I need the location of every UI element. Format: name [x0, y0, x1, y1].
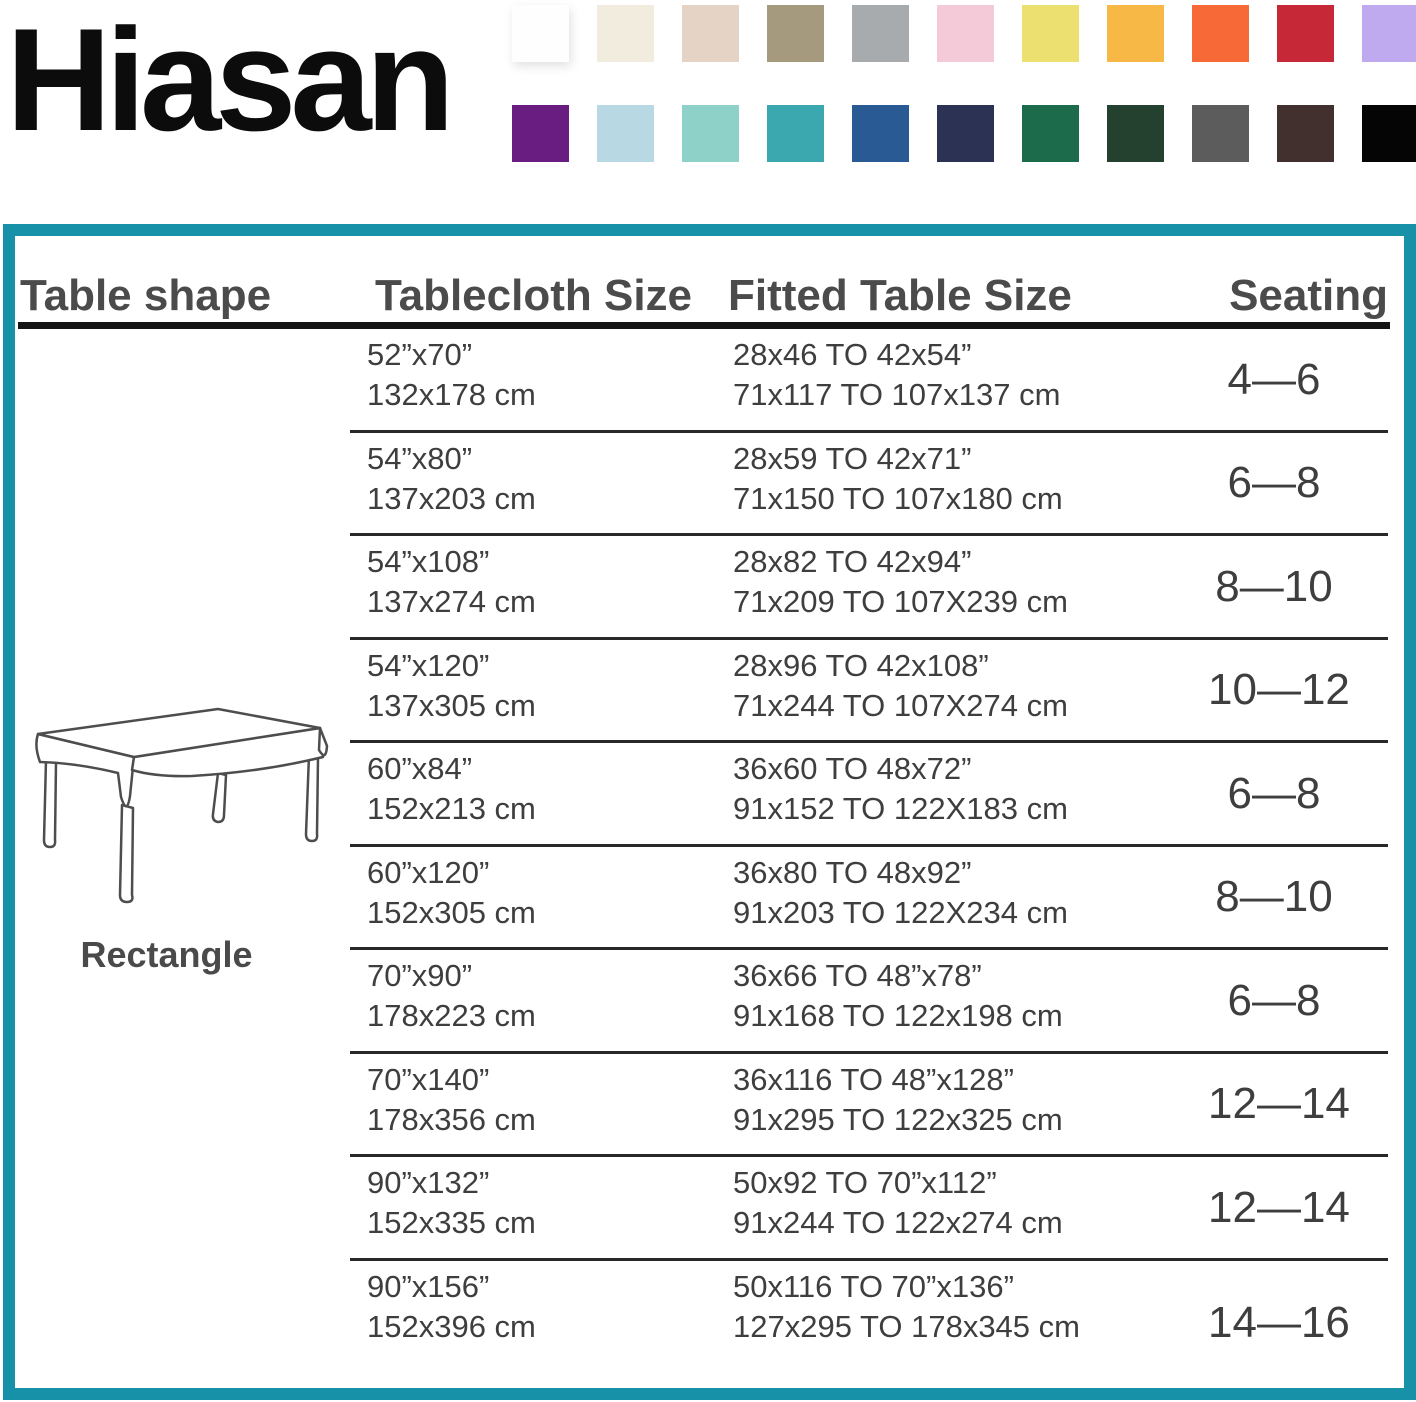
color-swatch-grey [852, 5, 909, 62]
seating-cell: 8—10 [1215, 872, 1333, 922]
fitted-table-size-cell: 50x92 TO 70”x112” 91x244 TO 122x274 cm [733, 1165, 1063, 1240]
color-swatch-light-blue [597, 105, 654, 162]
tablecloth-size-cell: 60”x120” 152x305 cm [367, 854, 536, 930]
color-swatch-purple [512, 105, 569, 162]
fitted-table-size-cell: 28x59 TO 42x71” 71x150 TO 107x180 cm [733, 440, 1063, 516]
color-swatch-dark-navy [937, 105, 994, 162]
color-swatch-teal [767, 105, 824, 162]
size-row: 54”x80” 137x203 cm 28x59 TO 42x71” 71x150 T… [15, 433, 1404, 537]
color-swatch-pink [937, 5, 994, 62]
fitted-table-size-cell: 28x46 TO 42x54” 71x117 TO 107x137 cm [733, 337, 1061, 412]
seating-cell: 8—10 [1215, 561, 1333, 611]
color-swatch-white [512, 5, 569, 62]
brand-logo: Hiasan [6, 0, 455, 161]
column-header-table-shape: Table shape [20, 271, 272, 320]
size-row: 54”x108” 137x274 cm 28x82 TO 42x94” 71x209 … [15, 536, 1404, 640]
color-swatch-navy-blue [852, 105, 909, 162]
color-swatch-brown [1277, 105, 1334, 162]
seating-cell: 6—8 [1227, 768, 1321, 818]
seating-cell: 10—12 [1208, 665, 1350, 715]
seating-cell: 14—16 [1208, 1298, 1350, 1348]
seating-cell: 6—8 [1227, 458, 1321, 508]
color-swatch-gold [1107, 5, 1164, 62]
color-swatch-dark-grey [1192, 105, 1249, 162]
tablecloth-size-cell: 70”x140” 178x356 cm [367, 1061, 536, 1137]
size-row: 90”x156” 152x396 cm 50x116 TO 70”x136” 127x… [15, 1261, 1404, 1389]
color-swatch-dark-green [1107, 105, 1164, 162]
size-row: 52”x70” 132x178 cm 28x46 TO 42x54” 71x117 T… [15, 329, 1404, 433]
rectangle-table-icon [22, 700, 332, 905]
fitted-table-size-cell: 36x80 TO 48x92” 91x203 TO 122X234 cm [733, 854, 1068, 930]
header-divider-line [18, 322, 1390, 329]
color-swatch-yellow [1022, 5, 1079, 62]
tablecloth-size-cell: 52”x70” 132x178 cm [367, 337, 536, 412]
size-row: 60”x120” 152x305 cm 36x80 TO 48x92” 91x203 … [15, 847, 1404, 951]
tablecloth-size-cell: 54”x80” 137x203 cm [367, 440, 536, 516]
size-row: 70”x140” 178x356 cm 36x116 TO 48”x128” 91x2… [15, 1054, 1404, 1158]
tablecloth-size-cell: 60”x84” 152x213 cm [367, 751, 536, 826]
seating-cell: 12—14 [1208, 1182, 1350, 1232]
size-row: 90”x132” 152x335 cm 50x92 TO 70”x112” 91x24… [15, 1157, 1404, 1261]
seating-cell: 6—8 [1227, 975, 1321, 1025]
fitted-table-size-cell: 36x116 TO 48”x128” 91x295 TO 122x325 cm [733, 1061, 1063, 1137]
color-swatch-row-1 [512, 5, 1416, 62]
seating-cell: 4—6 [1227, 354, 1321, 404]
size-row: 70”x90” 178x223 cm 36x66 TO 48”x78” 91x168 … [15, 950, 1404, 1054]
color-swatch-black [1362, 105, 1416, 162]
color-swatch-taupe [767, 5, 824, 62]
fitted-table-size-cell: 50x116 TO 70”x136” 127x295 TO 178x345 cm [733, 1268, 1080, 1344]
column-header-tablecloth-size: Tablecloth Size [375, 271, 693, 320]
size-row: 54”x120” 137x305 cm 28x96 TO 42x108” 71x244… [15, 640, 1404, 744]
color-swatch-aqua [682, 105, 739, 162]
color-swatch-red [1277, 5, 1334, 62]
column-header-seating: Seating [1229, 271, 1388, 320]
seating-cell: 12—14 [1208, 1079, 1350, 1129]
size-chart-table: Table shape Tablecloth Size Fitted Table… [3, 224, 1416, 1400]
color-swatch-orange [1192, 5, 1249, 62]
color-swatch-ivory [597, 5, 654, 62]
fitted-table-size-cell: 28x96 TO 42x108” 71x244 TO 107X274 cm [733, 647, 1068, 723]
tablecloth-size-cell: 90”x132” 152x335 cm [367, 1165, 536, 1240]
tablecloth-size-cell: 54”x120” 137x305 cm [367, 647, 536, 723]
tablecloth-size-cell: 90”x156” 152x396 cm [367, 1268, 536, 1344]
fitted-table-size-cell: 36x66 TO 48”x78” 91x168 TO 122x198 cm [733, 958, 1063, 1033]
color-swatch-lavender [1362, 5, 1416, 62]
size-rows: 52”x70” 132x178 cm 28x46 TO 42x54” 71x117 T… [15, 329, 1404, 1388]
table-shape-label: Rectangle [80, 934, 253, 975]
tablecloth-size-cell: 70”x90” 178x223 cm [367, 958, 536, 1033]
fitted-table-size-cell: 36x60 TO 48x72” 91x152 TO 122X183 cm [733, 751, 1068, 826]
tablecloth-size-cell: 54”x108” 137x274 cm [367, 544, 536, 619]
column-header-fitted-table-size: Fitted Table Size [728, 271, 1072, 320]
color-swatch-green [1022, 105, 1079, 162]
color-swatch-beige [682, 5, 739, 62]
color-swatch-row-2 [512, 105, 1416, 162]
fitted-table-size-cell: 28x82 TO 42x94” 71x209 TO 107X239 cm [733, 544, 1068, 619]
size-row: 60”x84” 152x213 cm 36x60 TO 48x72” 91x152 T… [15, 743, 1404, 847]
